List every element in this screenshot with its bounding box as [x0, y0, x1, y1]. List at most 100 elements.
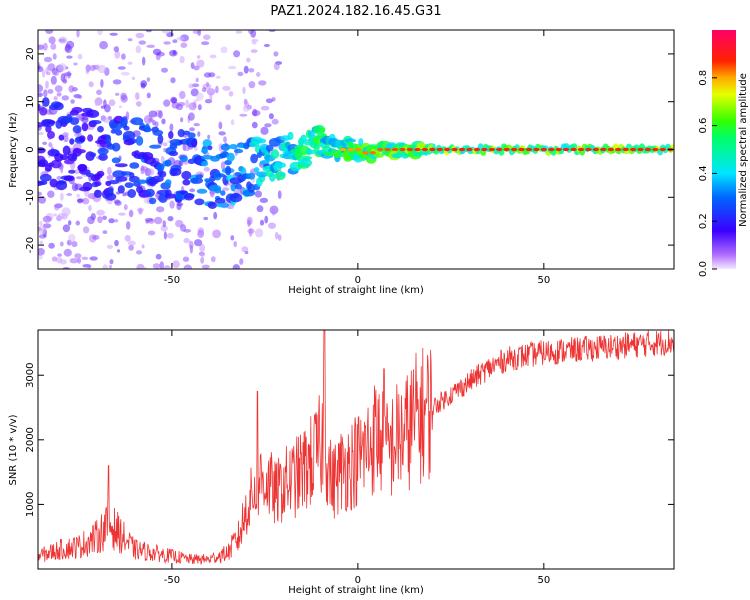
spectrogram-noise-blob: [256, 72, 261, 77]
spectrogram-core-cell: [488, 147, 495, 152]
spectrogram-noise-blob: [243, 65, 249, 74]
spectrogram-noise-blob: [66, 55, 73, 59]
spectrogram-cell: [130, 117, 144, 126]
spectrogram-noise-blob: [47, 89, 54, 94]
spectrogram-noise-blob: [209, 92, 213, 102]
spectrogram-noise-blob: [223, 136, 227, 143]
spectrogram-panel: -50 0 50 -20 -10 0 10 20 Height of straight lin…: [8, 29, 675, 296]
spectrogram-core-cell: [384, 147, 391, 152]
spectrogram-cell: [71, 106, 83, 114]
spectrogram-noise-blob: [108, 99, 116, 107]
spectrogram-cell: [53, 102, 64, 111]
spectrogram-noise-blob: [68, 233, 76, 243]
spectrogram-noise-blob: [166, 232, 174, 239]
spectrogram-noise-blob: [163, 41, 171, 45]
spectrogram-noise-blob: [113, 46, 120, 53]
spectrogram-noise-blob: [128, 244, 134, 251]
spectrogram-cell: [98, 153, 108, 161]
spectrogram-cell: [72, 125, 82, 134]
spectrogram-noise-blob: [63, 248, 72, 257]
spectrogram-noise-blob: [127, 38, 133, 42]
spectrogram-noise-blob: [183, 264, 192, 269]
spectrogram-noise-blob: [268, 222, 276, 229]
spectrogram-cell: [182, 179, 191, 186]
spectrogram-noise-blob: [81, 256, 89, 260]
spectrogram-noise-blob: [118, 212, 126, 216]
spectrogram-cell: [318, 127, 325, 133]
spectrogram-noise-blob: [66, 193, 73, 196]
spectrogram-cell: [183, 193, 195, 201]
spectrogram-noise-blob: [176, 36, 185, 41]
spectrogram-noise-blob: [169, 123, 174, 132]
spectrogram-noise-blob: [162, 220, 167, 228]
spectrogram-core-cell: [659, 147, 666, 152]
spectrogram-cell: [46, 120, 56, 125]
spectrogram-cell: [115, 176, 128, 182]
spectrogram-noise-blob: [228, 65, 237, 70]
spectrogram-noise-blob: [42, 215, 52, 223]
spectrogram-noise-blob: [88, 81, 94, 88]
spectrogram-noise-blob: [188, 83, 194, 89]
snr-panel: -50 0 50 1000 2000 3000 Height of straight li…: [8, 329, 675, 596]
spectrogram-ytick-label: -20: [25, 237, 36, 253]
spectrogram-noise-blob: [167, 216, 174, 222]
spectrogram-cell: [253, 167, 260, 173]
spectrogram-noise-blob: [251, 38, 259, 43]
spectrogram-noise-blob: [38, 247, 45, 256]
spectrogram-core-cell: [592, 147, 600, 152]
spectrogram-cell: [256, 171, 268, 178]
spectrogram-noise-blob: [135, 45, 142, 54]
figure-title: PAZ1.2024.182.16.45.G31: [270, 4, 441, 19]
spectrogram-noise-blob: [218, 131, 226, 136]
spectrogram-noise-blob: [56, 257, 63, 264]
spectrogram-noise-blob: [124, 235, 131, 242]
spectrogram-cell: [114, 163, 128, 168]
spectrogram-cell: [393, 153, 402, 159]
spectrogram-noise-blob: [254, 190, 262, 198]
spectrogram-core-cell: [391, 147, 399, 152]
spectrogram-noise-blob: [73, 169, 81, 175]
spectrogram-noise-blob: [175, 103, 184, 111]
spectrogram-noise-blob: [154, 216, 163, 225]
spectrogram-noise-blob: [108, 264, 113, 269]
spectrogram-marks: [38, 30, 674, 269]
spectrogram-cell: [97, 147, 109, 155]
spectrogram-noise-blob: [71, 241, 78, 248]
spectrogram-noise-blob: [62, 224, 71, 233]
spectrogram-cell: [168, 150, 179, 157]
spectrogram-cell: [215, 173, 226, 178]
spectrogram-cell: [214, 187, 222, 194]
spectrogram-noise-blob: [259, 219, 265, 226]
spectrogram-noise-blob: [215, 75, 221, 79]
spectrogram-noise-blob: [203, 166, 210, 172]
spectrogram-noise-blob: [220, 161, 226, 170]
spectrogram-noise-blob: [159, 261, 164, 269]
spectrogram-noise-blob: [138, 208, 143, 215]
spectrogram-noise-blob: [48, 36, 56, 44]
spectrogram-noise-blob: [273, 62, 280, 71]
spectrogram-noise-blob: [38, 191, 43, 196]
spectrogram-cell: [201, 148, 209, 154]
spectrogram-noise-blob: [197, 30, 202, 36]
spectrogram-noise-blob: [208, 72, 216, 78]
spectrogram-core-cell: [339, 147, 347, 152]
spectrogram-noise-blob: [57, 253, 62, 257]
spectrogram-noise-blob: [92, 235, 100, 240]
spectrogram-noise-blob: [183, 229, 192, 233]
spectrogram-noise-blob: [38, 255, 43, 260]
spectrogram-core-cell: [577, 147, 585, 152]
spectrogram-cell: [108, 180, 119, 185]
spectrogram-cell: [181, 170, 192, 180]
spectrogram-cell: [235, 183, 242, 190]
spectrogram-cell: [117, 185, 125, 194]
spectrogram-noise-blob: [146, 77, 151, 82]
spectrogram-cell: [87, 134, 94, 142]
spectrogram-core-cell: [652, 147, 659, 152]
spectrogram-noise-blob: [188, 112, 195, 121]
spectrogram-noise-blob: [42, 223, 52, 229]
spectrogram-noise-blob: [169, 200, 175, 209]
spectrogram-noise-blob: [76, 30, 80, 38]
spectrogram-noise-blob: [85, 69, 90, 74]
spectrogram-cell: [225, 165, 232, 176]
spectrogram-cell: [47, 130, 55, 139]
